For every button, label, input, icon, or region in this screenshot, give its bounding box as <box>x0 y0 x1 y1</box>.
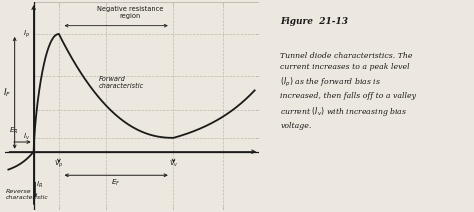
Text: Reverse
characteristic: Reverse characteristic <box>6 189 48 200</box>
Text: $V_v$: $V_v$ <box>169 159 178 169</box>
Text: $V_p$: $V_p$ <box>54 159 64 170</box>
Text: $I_R$: $I_R$ <box>36 180 44 190</box>
Text: $E_F$: $E_F$ <box>111 178 121 188</box>
Text: Negative resistance
region: Negative resistance region <box>97 6 163 19</box>
Text: $I_F$: $I_F$ <box>3 86 11 99</box>
Text: $I_p$: $I_p$ <box>23 28 30 40</box>
Text: Tunnel diode characteristics. The
current increases to a peak level
$(I_p)$ as t: Tunnel diode characteristics. The curren… <box>281 52 417 130</box>
Text: Forward
characteristic: Forward characteristic <box>99 76 144 89</box>
Text: Figure  21-13: Figure 21-13 <box>281 17 348 26</box>
Text: $E_R$: $E_R$ <box>9 126 19 137</box>
Text: $I_v$: $I_v$ <box>23 131 30 142</box>
